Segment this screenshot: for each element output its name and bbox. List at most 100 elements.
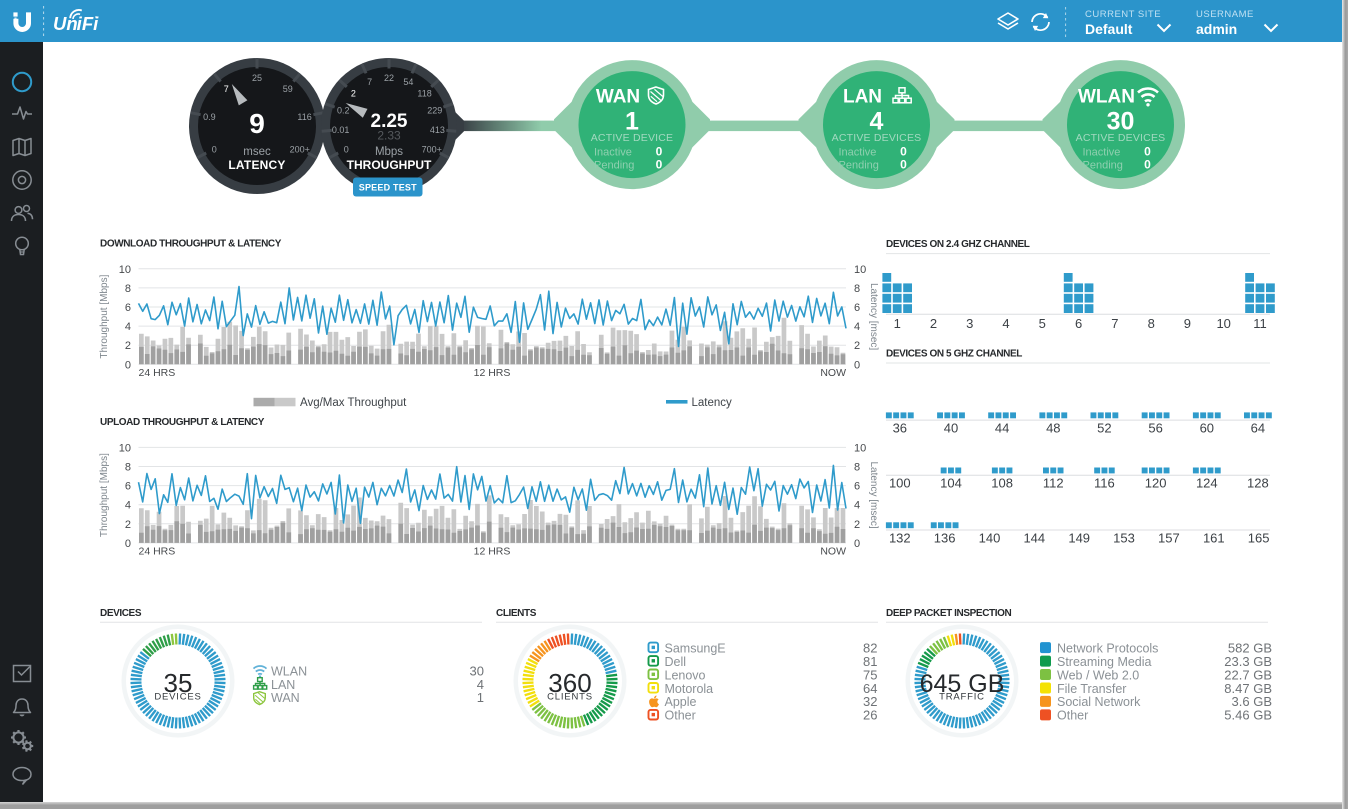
svg-text:File Transfer: File Transfer [1057,682,1126,696]
svg-text:6: 6 [125,302,131,314]
svg-text:8: 8 [854,283,860,295]
svg-text:Web / Web 2.0: Web / Web 2.0 [1057,668,1139,682]
svg-text:144: 144 [1023,531,1045,546]
svg-text:40: 40 [944,421,958,436]
svg-text:2: 2 [125,519,131,531]
svg-text:Mbps: Mbps [375,146,403,158]
svg-text:165: 165 [1248,531,1270,546]
svg-text:24 HRS: 24 HRS [139,545,176,557]
svg-text:116: 116 [1094,476,1115,491]
svg-text:22: 22 [384,73,394,83]
svg-text:0: 0 [1144,145,1151,159]
svg-text:100: 100 [889,476,911,491]
svg-text:Motorola: Motorola [665,682,714,696]
svg-text:59: 59 [283,84,293,94]
svg-text:4: 4 [854,321,860,333]
svg-text:132: 132 [889,531,911,546]
svg-text:UPLOAD THROUGHPUT & LATENCY: UPLOAD THROUGHPUT & LATENCY [100,417,265,428]
svg-text:WLAN: WLAN [271,664,307,678]
svg-text:WLAN: WLAN [1078,87,1135,108]
svg-text:10: 10 [854,264,866,276]
svg-text:THROUGHPUT: THROUGHPUT [347,158,432,172]
svg-text:124: 124 [1196,476,1218,491]
svg-text:128: 128 [1247,476,1269,491]
svg-text:7: 7 [1111,316,1118,331]
svg-text:82: 82 [863,640,877,655]
svg-text:Avg/Max Throughput: Avg/Max Throughput [300,397,407,409]
svg-text:TRAFFIC: TRAFFIC [939,692,985,703]
svg-text:0: 0 [656,145,663,159]
svg-text:Other: Other [1057,709,1088,723]
svg-text:24 HRS: 24 HRS [139,367,176,379]
svg-text:Throughput [Mbps]: Throughput [Mbps] [99,453,110,537]
svg-text:1: 1 [477,690,484,705]
svg-text:1: 1 [625,108,639,136]
svg-text:8: 8 [1148,316,1155,331]
svg-text:0: 0 [125,359,131,371]
svg-text:10: 10 [119,442,131,454]
svg-text:Other: Other [665,709,696,723]
svg-text:2: 2 [854,340,860,352]
svg-text:60: 60 [1200,421,1214,436]
svg-text:WAN: WAN [596,87,640,108]
svg-text:Latency [msec]: Latency [msec] [868,283,879,350]
svg-text:8: 8 [125,283,131,295]
svg-text:9: 9 [1184,316,1191,331]
svg-text:645 GB: 645 GB [920,670,1005,698]
svg-text:Inactive: Inactive [594,147,632,159]
svg-text:32: 32 [863,694,877,709]
svg-text:4: 4 [1002,316,1009,331]
svg-text:10: 10 [854,442,866,454]
svg-text:25: 25 [252,73,262,83]
svg-text:ACTIVE DEVICES: ACTIVE DEVICES [1076,132,1166,144]
svg-text:0.9: 0.9 [203,112,216,122]
svg-text:0: 0 [656,158,663,172]
svg-text:4: 4 [125,321,131,333]
svg-text:0: 0 [125,538,131,550]
svg-text:11: 11 [1253,316,1267,331]
svg-text:6: 6 [854,302,860,314]
svg-text:1: 1 [894,316,901,331]
svg-text:6: 6 [1075,316,1082,331]
svg-text:413: 413 [430,125,445,135]
svg-text:5: 5 [1039,316,1046,331]
svg-text:157: 157 [1158,531,1180,546]
svg-text:26: 26 [863,708,877,723]
svg-text:149: 149 [1068,531,1090,546]
svg-text:0: 0 [212,144,217,154]
svg-text:140: 140 [979,531,1001,546]
svg-text:Social Network: Social Network [1057,695,1141,709]
svg-text:200+: 200+ [290,144,310,154]
svg-text:ACTIVE DEVICES: ACTIVE DEVICES [832,132,922,144]
svg-text:SamsungE: SamsungE [665,641,726,655]
svg-text:52: 52 [1097,421,1111,436]
svg-text:Pending: Pending [839,160,879,172]
svg-text:0: 0 [344,144,349,154]
svg-text:12 HRS: 12 HRS [474,367,511,379]
svg-text:4: 4 [125,500,131,512]
svg-text:56: 56 [1148,421,1162,436]
svg-text:118: 118 [417,89,431,99]
svg-text:6: 6 [854,481,860,493]
svg-text:120: 120 [1145,476,1167,491]
svg-text:360: 360 [548,668,591,698]
svg-text:ACTIVE DEVICE: ACTIVE DEVICE [591,132,674,144]
svg-text:6: 6 [125,481,131,493]
svg-text:Inactive: Inactive [1083,147,1121,159]
svg-text:161: 161 [1203,531,1225,546]
svg-text:DEVICES ON 2.4 GHZ CHANNEL: DEVICES ON 2.4 GHZ CHANNEL [886,239,1030,250]
svg-text:2: 2 [125,340,131,352]
svg-text:8: 8 [854,462,860,474]
svg-text:64: 64 [1251,421,1265,436]
svg-text:SPEED TEST: SPEED TEST [359,183,417,193]
svg-text:81: 81 [863,654,877,669]
svg-text:4: 4 [477,677,484,692]
svg-text:2: 2 [854,519,860,531]
svg-text:30: 30 [1107,108,1135,136]
svg-text:64: 64 [863,681,877,696]
svg-text:4: 4 [854,500,860,512]
svg-text:msec: msec [243,146,271,158]
svg-text:22.7 GB: 22.7 GB [1224,667,1272,682]
svg-text:Dell: Dell [665,655,687,669]
svg-text:700+: 700+ [422,144,442,154]
